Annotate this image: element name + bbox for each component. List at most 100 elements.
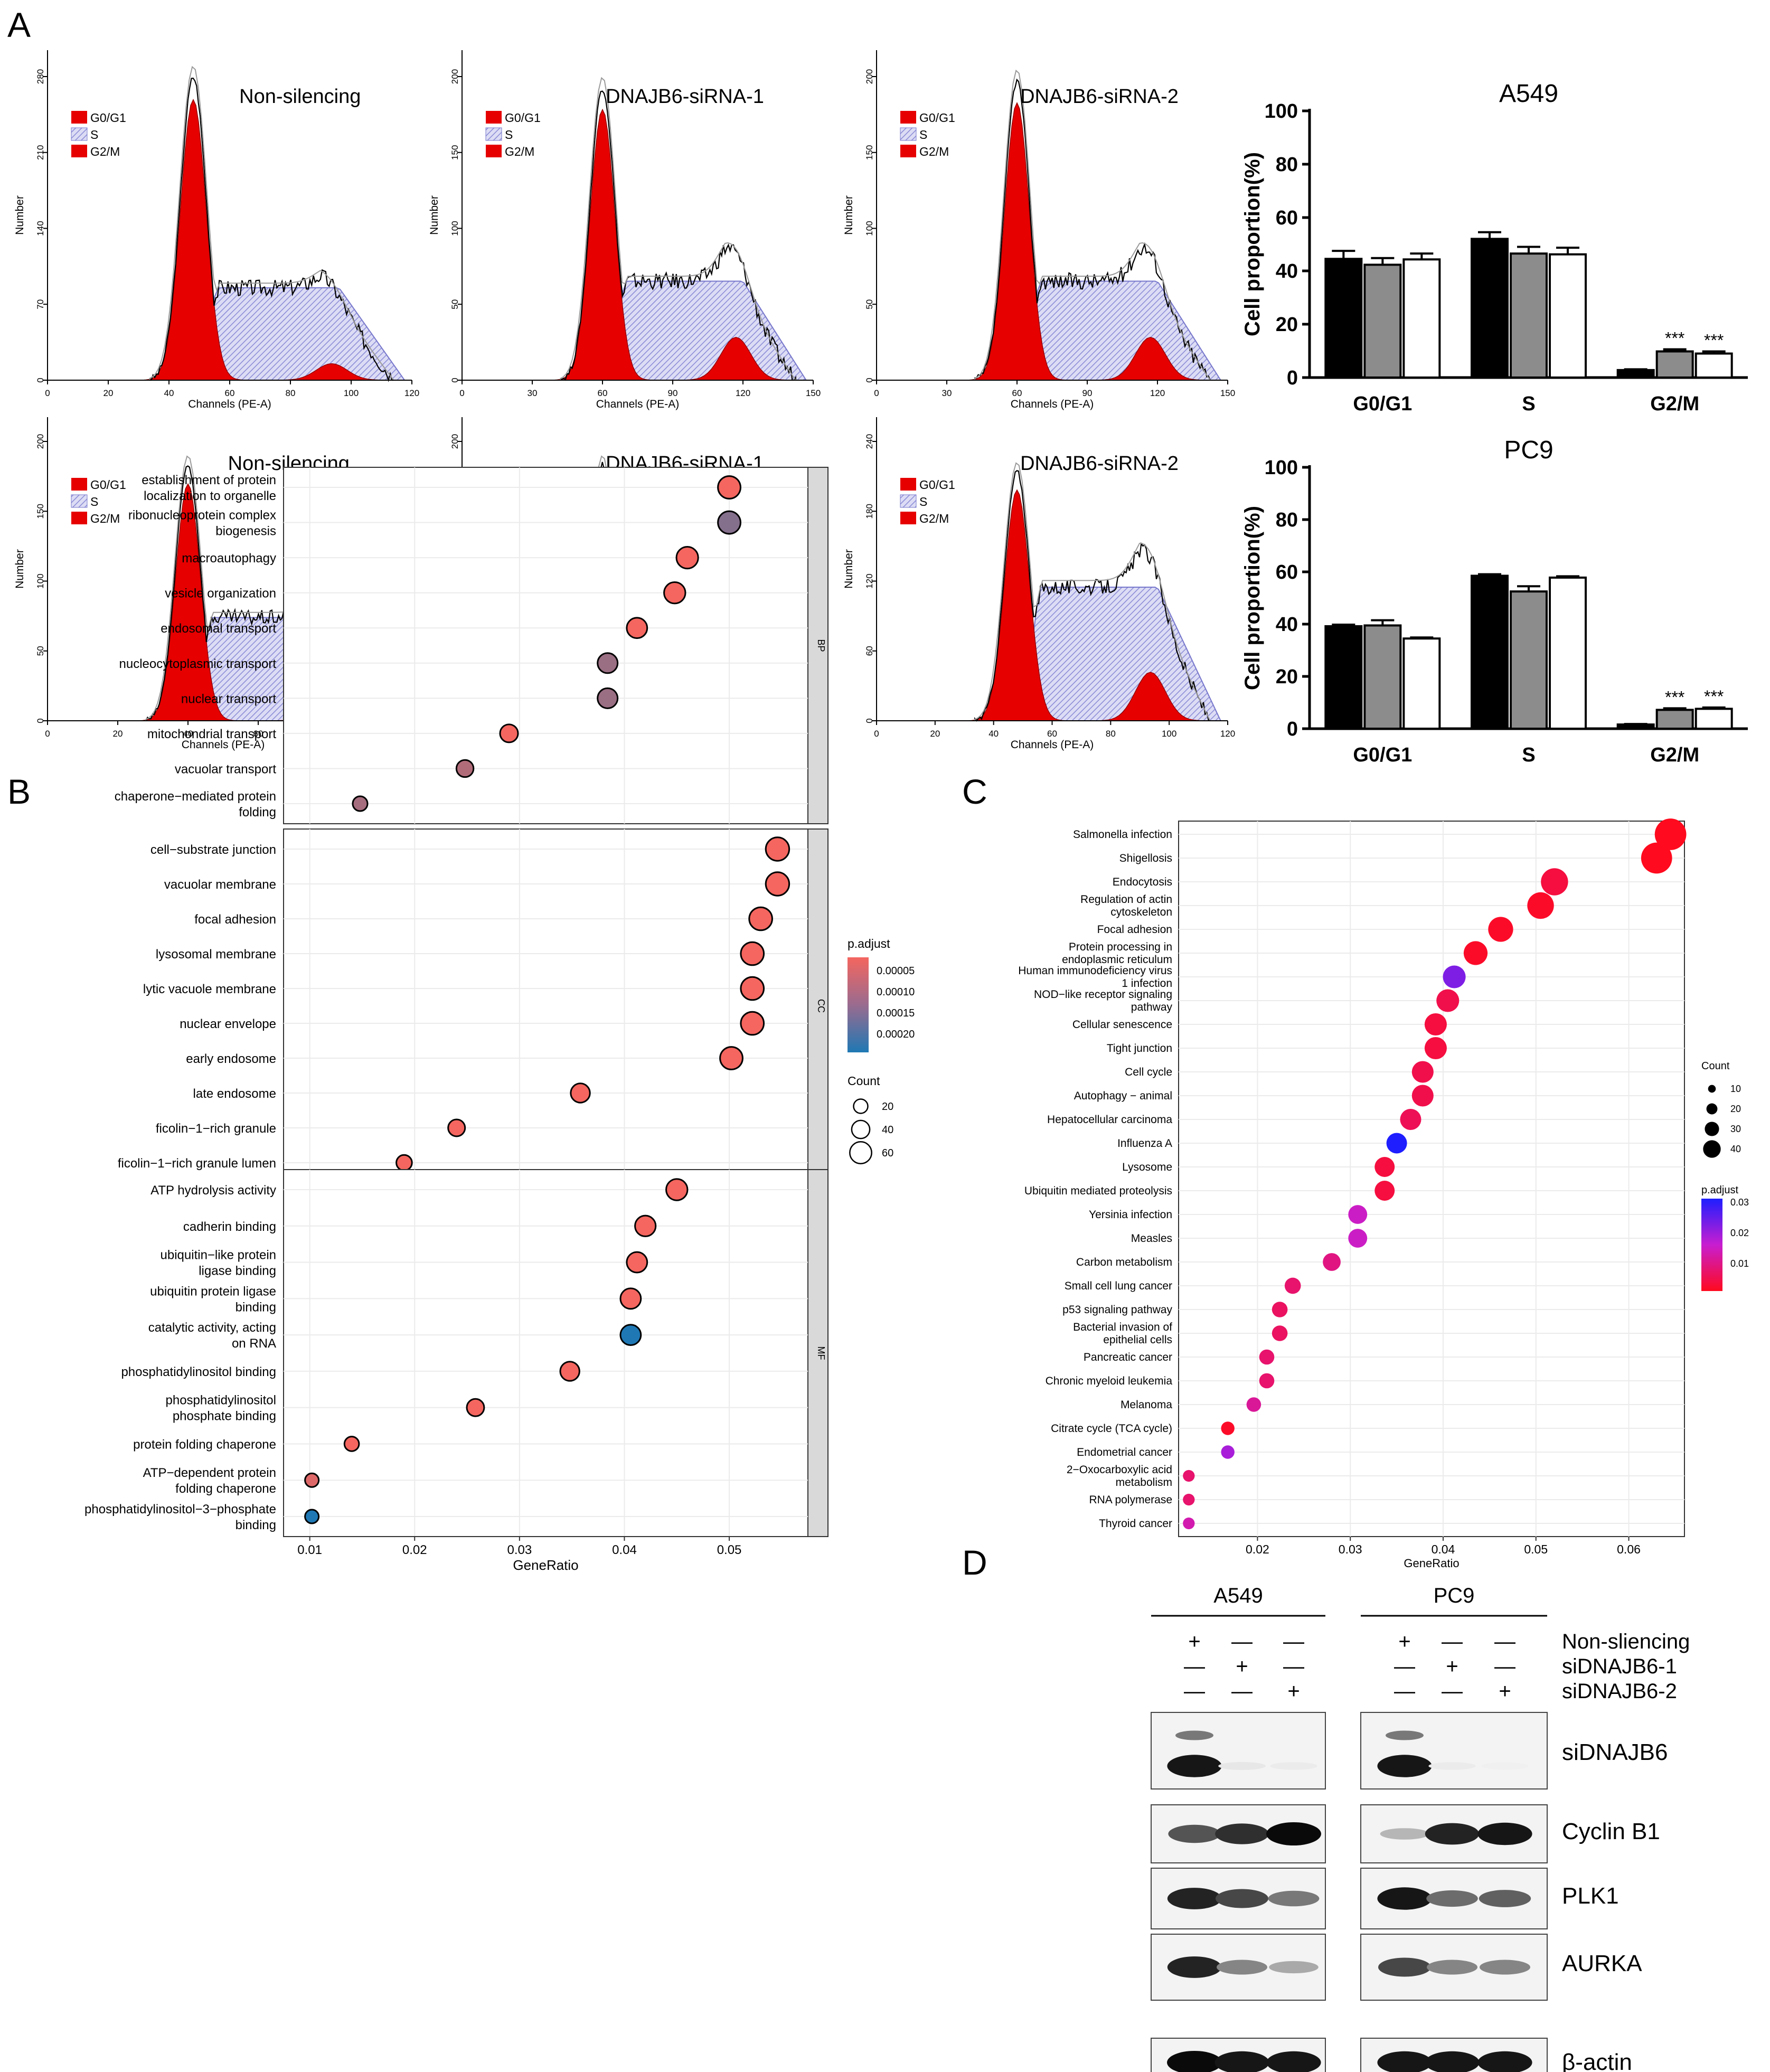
flow-legend-swatch [486,145,502,157]
kegg-term-label: RNA polymerase [1089,1494,1172,1506]
wb-cell-line-label: A549 [1213,1584,1263,1607]
bar-y-tick-label: 100 [1265,100,1298,123]
wb-band [1167,1888,1222,1909]
go-term-label: nucleocytoplasmic transport [119,657,277,671]
kegg-term-label: Bacterial invasion of [1073,1321,1172,1333]
go-facet-strip [807,1169,828,1537]
bar-y-label: Cell proportion(%) [1241,152,1264,336]
kegg-dot [1348,1229,1368,1248]
kegg-legend-tick-label: 0.03 [1730,1197,1749,1208]
go-term-label: chaperone−mediated protein [115,789,276,804]
bar-mark [1655,709,1694,730]
kegg-count-key-label: 40 [1730,1144,1741,1154]
wb-band [1270,1762,1317,1770]
go-term-label: phosphate binding [173,1409,276,1424]
go-facet: MF ATP hydrolysis activity cadherin bindin… [84,1169,828,1537]
go-x-tick-label: 0.01 [297,1543,322,1557]
flow-legend-label: S [505,128,513,142]
flow-y-tick-label: 280 [35,69,45,84]
flow-fit-curve [974,69,1211,381]
go-dot [634,1214,657,1237]
flow-x-tick-label: 150 [806,388,821,398]
flow-title: DNAJB6-siRNA-1 [606,86,764,108]
wb-condition-mark: — [1494,1655,1515,1678]
kegg-term-label: Lysosome [1122,1161,1172,1173]
bar-y-tick-label: 40 [1276,260,1298,282]
go-dot [663,581,686,605]
flow-y-tick-label: 0 [864,378,874,382]
bar-significance-label: *** [1665,687,1684,707]
go-term-label: binding [236,1300,276,1314]
bar-category-label: G0/G1 [1353,393,1412,415]
go-term-label: cadherin binding [183,1220,276,1234]
kegg-term-label: Influenza A [1117,1137,1172,1150]
go-term-label: vesicle organization [165,587,276,601]
wb-band [1167,2051,1222,2072]
wb-condition-mark: — [1231,1630,1253,1653]
kegg-term-label: Tight junction [1107,1042,1172,1054]
go-dot [765,871,790,897]
flow-x-label: Channels (PE-A) [1011,739,1094,751]
flow-legend-swatch [71,145,87,157]
kegg-count-key-dot [1708,1085,1716,1093]
kegg-x-tick-label: 0.04 [1432,1542,1455,1556]
flow-g1-peak [127,98,259,381]
flow-legend-label: G0/G1 [505,111,541,125]
wb-band [1266,2051,1321,2072]
flow-legend-swatch [71,111,87,124]
flow-legend-swatch [486,111,502,124]
go-term-label: phosphatidylinositol [166,1393,276,1408]
wb-protein-label: PLK1 [1562,1883,1619,1909]
go-dot [619,1287,642,1310]
go-x-tick-label: 0.04 [612,1543,637,1557]
go-legend-colorbar [848,957,869,1052]
wb-condition-mark: + [1398,1630,1410,1653]
flow-x-tick-label: 40 [183,729,193,739]
kegg-count-key-dot [1703,1140,1721,1158]
go-term-label: ATP hydrolysis activity [150,1183,276,1198]
bar-y-tick-label: 80 [1276,509,1298,531]
go-term-label: localization to organelle [144,489,276,503]
go-legend-title: p.adjust [848,937,890,950]
kegg-term-label: Cellular senescence [1072,1019,1172,1031]
kegg-dot [1221,1421,1235,1435]
flow-legend-swatch [485,127,502,141]
flow-legend-label: S [919,128,927,142]
go-count-key-label: 20 [882,1101,893,1113]
go-facet-strip-label: MF [816,1346,826,1360]
kegg-dot [1183,1470,1195,1482]
kegg-dot [1246,1397,1261,1412]
flow-y-tick-label: 50 [35,646,45,656]
flow-legend-swatch [900,127,917,141]
kegg-legend-colorbar [1701,1199,1722,1291]
go-dot [499,723,519,743]
go-term-label: cell−substrate junction [150,843,276,857]
flow-legend-swatch [71,512,87,524]
kegg-term-label: Pancreatic cancer [1084,1351,1172,1363]
wb-band [1477,1822,1532,1845]
kegg-x-tick-label: 0.05 [1524,1542,1548,1556]
bar-mark [1549,576,1587,730]
go-count-key-circle [853,1098,869,1114]
kegg-dot [1527,892,1554,919]
flow-panel: 0 30 60 90 120 150 0 50 100 150 200 Channels (PE-A)… [843,50,1235,410]
bar-mark [1363,263,1402,379]
go-term-label: ficolin−1−rich granule lumen [118,1156,276,1171]
flow-panel: 0 30 60 90 120 150 0 50 100 150 200 Channels (PE-A)… [428,50,821,410]
kegg-term-label: Measles [1131,1232,1172,1245]
go-facet-panel [283,828,808,1183]
flow-x-tick-label: 30 [942,388,952,398]
flow-legend-label: G2/M [919,145,949,158]
bar-mark [1402,637,1441,730]
flow-legend-label: G2/M [90,145,120,158]
wb-band [1167,1755,1222,1777]
flow-y-tick-label: 0 [35,718,45,723]
flow-y-tick-label: 140 [35,221,45,236]
wb-condition-mark: + [1188,1630,1200,1653]
go-legend-tick-label: 0.00020 [877,1029,915,1040]
go-count-key-circle [849,1141,872,1164]
flow-legend-swatch [900,111,916,124]
go-dot [304,1472,320,1488]
flow-y-tick-label: 150 [35,504,45,519]
